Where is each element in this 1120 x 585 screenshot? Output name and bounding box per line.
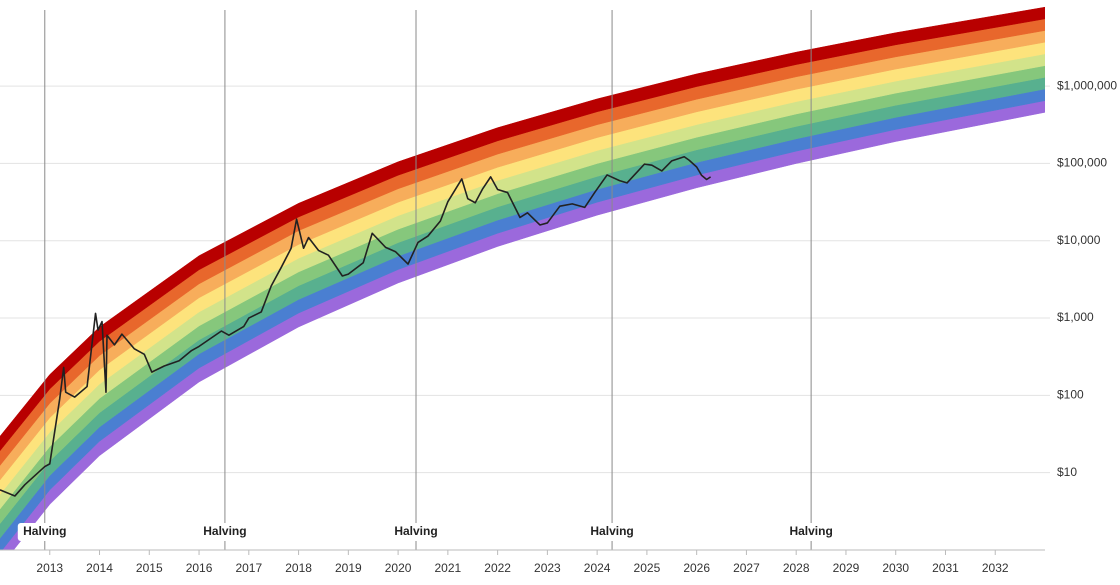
halving-label: Halving: [590, 524, 633, 538]
x-tick-label: 2023: [534, 561, 561, 575]
x-tick-label: 2016: [186, 561, 213, 575]
halving-label: Halving: [394, 524, 437, 538]
x-tick-label: 2027: [733, 561, 760, 575]
halving-lines: Halving Halving Halving Halving Halving: [17, 10, 839, 550]
price-layer: [0, 155, 712, 497]
halving-label-bg: [784, 523, 839, 541]
x-tick-label: 2025: [634, 561, 661, 575]
axes: $10 $100 $1,000 $10,000 $100,000 $1,000,000 20…: [0, 78, 1117, 575]
y-tick-label: $1,000,000: [1057, 78, 1117, 92]
halving-label-bg: [197, 523, 252, 541]
y-tick-label: $10: [1057, 465, 1077, 479]
x-tick-label: 2022: [484, 561, 511, 575]
halving-label: Halving: [23, 524, 66, 538]
y-tick-label: $100,000: [1057, 156, 1107, 170]
x-tick-label: 2014: [86, 561, 113, 575]
x-tick-label: 2019: [335, 561, 362, 575]
x-tick-label: 2013: [36, 561, 63, 575]
price-line: [0, 155, 712, 497]
rainbow-band: [0, 6, 1045, 452]
x-tick-label: 2015: [136, 561, 163, 575]
x-tick-label: 2028: [783, 561, 810, 575]
y-tick-label: $100: [1057, 388, 1084, 402]
rainbow-bands: [0, 6, 1045, 550]
x-tick-label: 2030: [882, 561, 909, 575]
halving-label: Halving: [203, 524, 246, 538]
halving-label-bg: [17, 523, 72, 541]
x-tick-label: 2026: [683, 561, 710, 575]
x-tick-label: 2029: [833, 561, 860, 575]
x-tick-label: 2018: [285, 561, 312, 575]
halving-label-bg: [585, 523, 640, 541]
x-tick-label: 2017: [235, 561, 262, 575]
x-tick-label: 2032: [982, 561, 1009, 575]
x-tick-label: 2024: [584, 561, 611, 575]
y-tick-label: $1,000: [1057, 310, 1094, 324]
halving-label: Halving: [789, 524, 832, 538]
halving-label-bg: [389, 523, 444, 541]
x-tick-label: 2020: [385, 561, 412, 575]
y-tick-label: $10,000: [1057, 233, 1101, 247]
x-tick-label: 2021: [435, 561, 462, 575]
x-tick-label: 2031: [932, 561, 959, 575]
